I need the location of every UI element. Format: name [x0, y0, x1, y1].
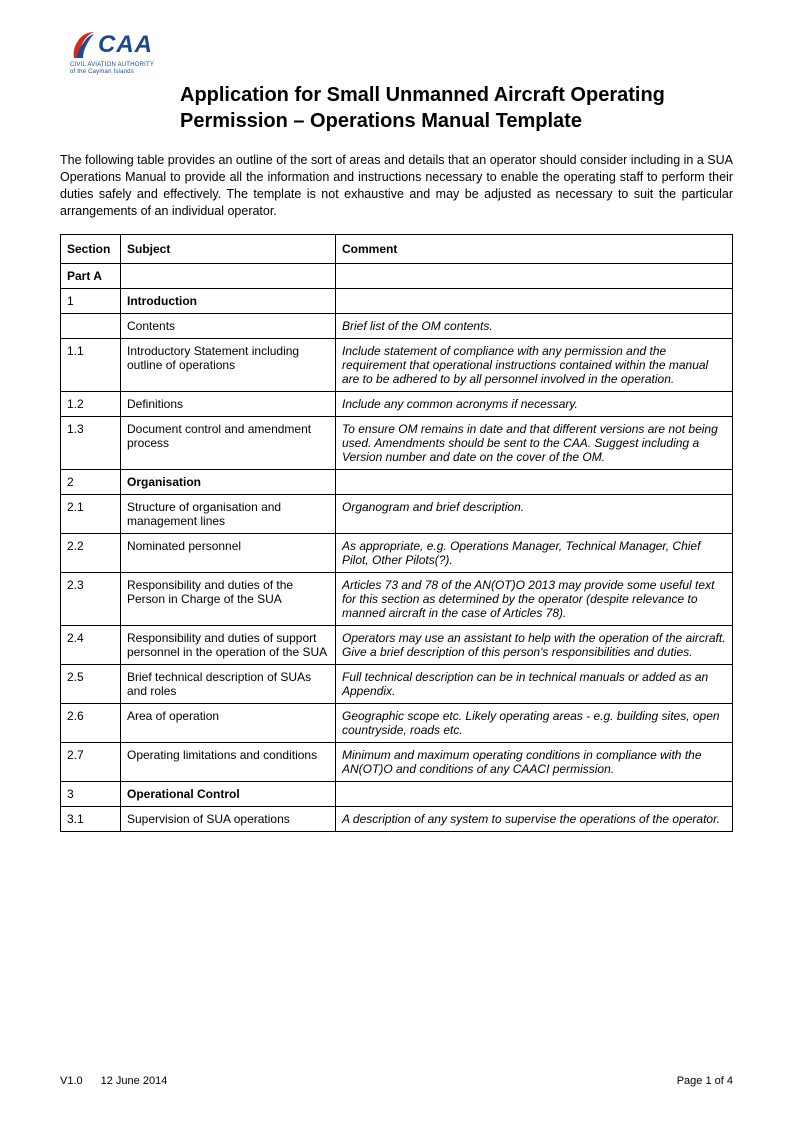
sections-table: Section Subject Comment Part A1Introduct… [60, 234, 733, 832]
cell-comment: Operators may use an assistant to help w… [336, 625, 733, 664]
table-row: 2.4Responsibility and duties of support … [61, 625, 733, 664]
cell-section: 2.6 [61, 703, 121, 742]
cell-subject: Definitions [121, 391, 336, 416]
footer-version: V1.0 [60, 1075, 83, 1087]
cell-section: 2.1 [61, 494, 121, 533]
table-row: 1.3Document control and amendment proces… [61, 416, 733, 469]
cell-subject: Responsibility and duties of support per… [121, 625, 336, 664]
table-row: Part A [61, 263, 733, 288]
table-row: 1Introduction [61, 288, 733, 313]
cell-subject: Nominated personnel [121, 533, 336, 572]
logo-top: CAA [70, 30, 180, 60]
cell-subject: Structure of organisation and management… [121, 494, 336, 533]
cell-section: 1 [61, 288, 121, 313]
cell-subject: Supervision of SUA operations [121, 806, 336, 831]
cell-comment [336, 469, 733, 494]
cell-section: 2.3 [61, 572, 121, 625]
header-comment: Comment [336, 234, 733, 263]
cell-subject: Organisation [121, 469, 336, 494]
cell-subject: Operational Control [121, 781, 336, 806]
logo-swoosh-icon [70, 30, 96, 60]
logo-subtitle: CIVIL AVIATION AUTHORITY of the Cayman I… [70, 62, 180, 76]
table-row: 2.3Responsibility and duties of the Pers… [61, 572, 733, 625]
cell-section: Part A [61, 263, 121, 288]
cell-comment: A description of any system to supervise… [336, 806, 733, 831]
logo-text: CAA [98, 31, 153, 59]
cell-section: 3 [61, 781, 121, 806]
logo-sub-line1: CIVIL AVIATION AUTHORITY [70, 62, 180, 69]
logo: CAA CIVIL AVIATION AUTHORITY of the Caym… [70, 30, 180, 76]
table-row: 1.1Introductory Statement including outl… [61, 338, 733, 391]
cell-comment: Minimum and maximum operating conditions… [336, 742, 733, 781]
page-title: Application for Small Unmanned Aircraft … [180, 82, 733, 134]
cell-comment [336, 263, 733, 288]
cell-comment [336, 288, 733, 313]
cell-comment: Include any common acronyms if necessary… [336, 391, 733, 416]
cell-subject: Introduction [121, 288, 336, 313]
cell-comment: As appropriate, e.g. Operations Manager,… [336, 533, 733, 572]
cell-section: 2.7 [61, 742, 121, 781]
table-row: 2.2Nominated personnelAs appropriate, e.… [61, 533, 733, 572]
cell-section: 2.5 [61, 664, 121, 703]
cell-subject: Contents [121, 313, 336, 338]
cell-section [61, 313, 121, 338]
table-header-row: Section Subject Comment [61, 234, 733, 263]
cell-comment: Full technical description can be in tec… [336, 664, 733, 703]
cell-section: 2.2 [61, 533, 121, 572]
cell-section: 1.3 [61, 416, 121, 469]
cell-comment [336, 781, 733, 806]
cell-subject: Operating limitations and conditions [121, 742, 336, 781]
table-row: 3.1Supervision of SUA operationsA descri… [61, 806, 733, 831]
cell-comment: To ensure OM remains in date and that di… [336, 416, 733, 469]
cell-comment: Articles 73 and 78 of the AN(OT)O 2013 m… [336, 572, 733, 625]
intro-paragraph: The following table provides an outline … [60, 152, 733, 220]
cell-comment: Geographic scope etc. Likely operating a… [336, 703, 733, 742]
footer-date: 12 June 2014 [101, 1075, 168, 1087]
cell-subject: Document control and amendment process [121, 416, 336, 469]
cell-section: 2.4 [61, 625, 121, 664]
cell-section: 1.1 [61, 338, 121, 391]
cell-subject [121, 263, 336, 288]
footer-left: V1.0 12 June 2014 [60, 1075, 167, 1087]
footer-page: Page 1 of 4 [677, 1075, 733, 1087]
cell-comment: Organogram and brief description. [336, 494, 733, 533]
cell-comment: Brief list of the OM contents. [336, 313, 733, 338]
cell-subject: Brief technical description of SUAs and … [121, 664, 336, 703]
cell-section: 1.2 [61, 391, 121, 416]
footer: V1.0 12 June 2014 Page 1 of 4 [60, 1075, 733, 1087]
header-section: Section [61, 234, 121, 263]
cell-subject: Introductory Statement including outline… [121, 338, 336, 391]
table-row: 2.5Brief technical description of SUAs a… [61, 664, 733, 703]
header-subject: Subject [121, 234, 336, 263]
cell-section: 3.1 [61, 806, 121, 831]
table-row: 2Organisation [61, 469, 733, 494]
table-row: 2.7Operating limitations and conditionsM… [61, 742, 733, 781]
table-row: 2.1Structure of organisation and managem… [61, 494, 733, 533]
table-row: ContentsBrief list of the OM contents. [61, 313, 733, 338]
table-row: 3Operational Control [61, 781, 733, 806]
logo-sub-line2: of the Cayman Islands [70, 69, 180, 76]
cell-section: 2 [61, 469, 121, 494]
cell-comment: Include statement of compliance with any… [336, 338, 733, 391]
table-row: 1.2DefinitionsInclude any common acronym… [61, 391, 733, 416]
cell-subject: Area of operation [121, 703, 336, 742]
table-row: 2.6Area of operationGeographic scope etc… [61, 703, 733, 742]
cell-subject: Responsibility and duties of the Person … [121, 572, 336, 625]
